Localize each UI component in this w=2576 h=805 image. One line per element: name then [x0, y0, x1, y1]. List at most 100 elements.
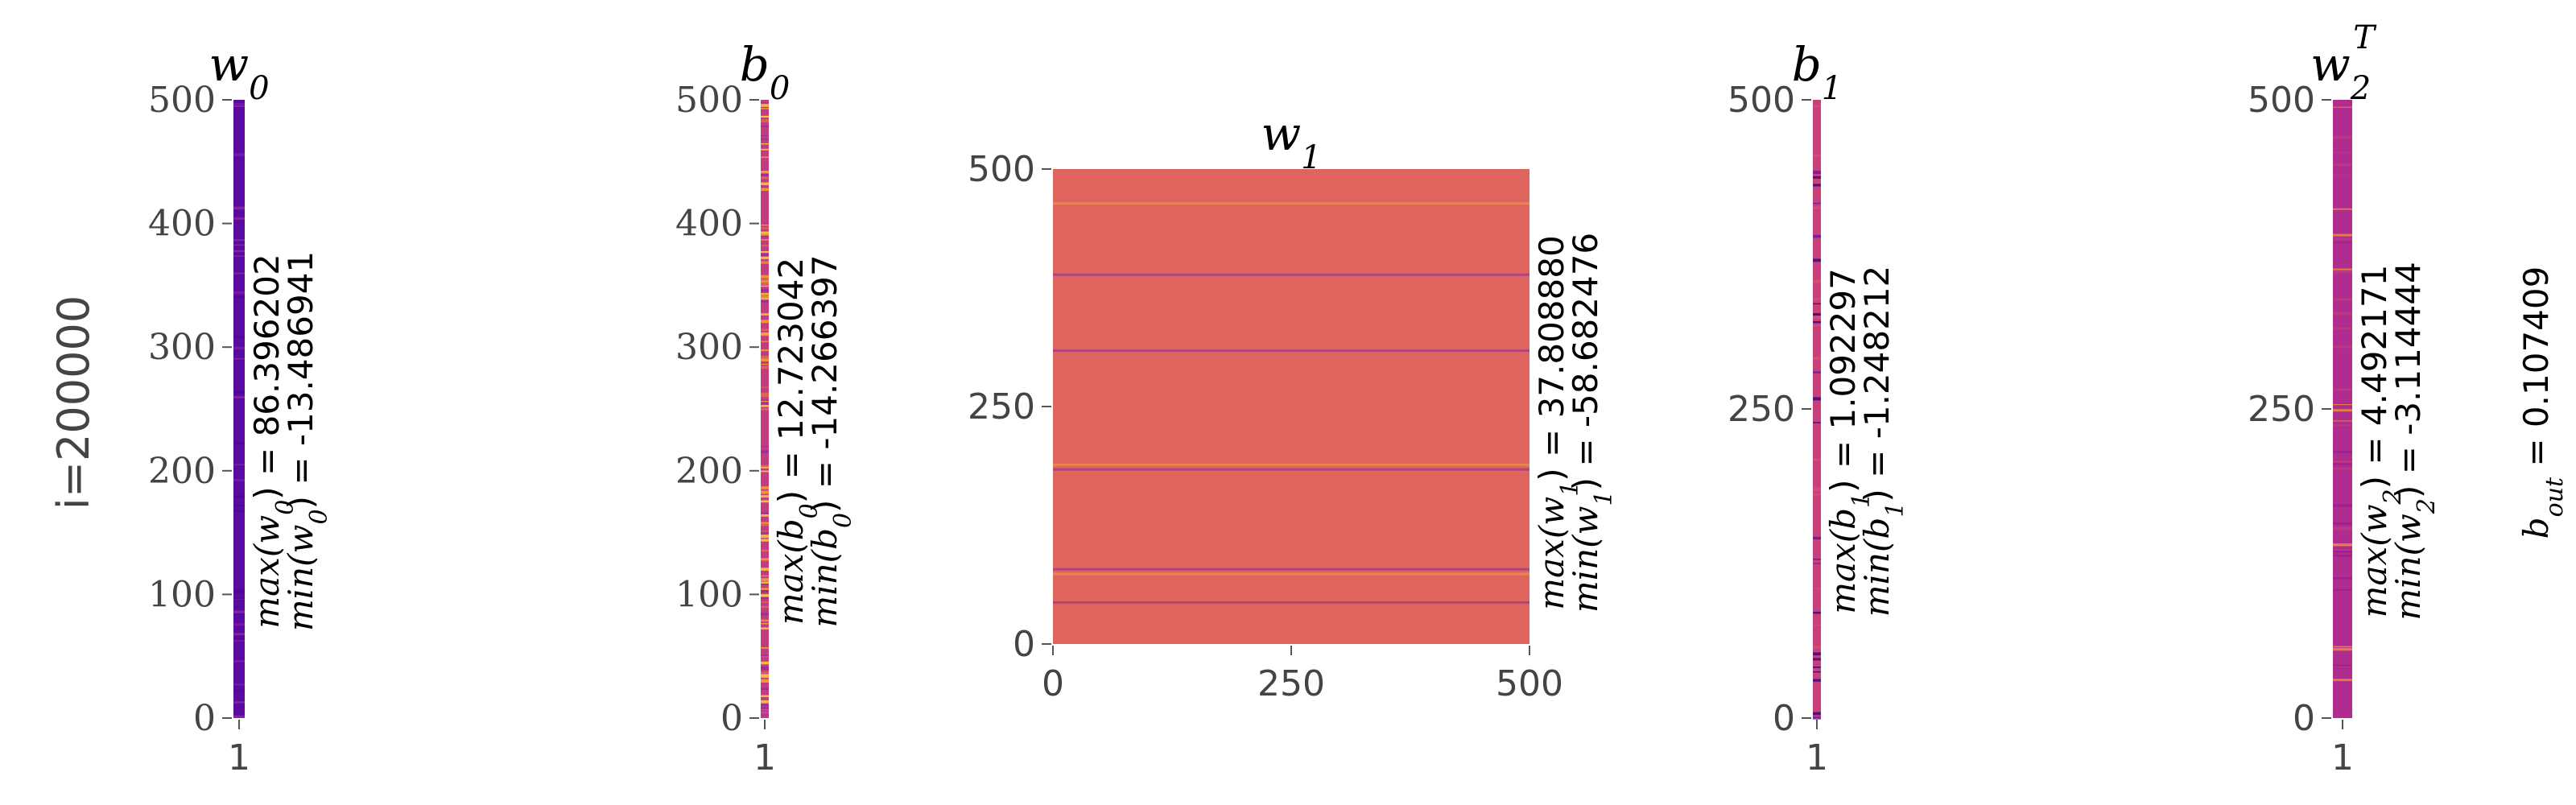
heatmap-stripe — [761, 514, 769, 517]
x-tick-label: 1 — [2331, 737, 2354, 778]
heatmap-stripe — [761, 445, 769, 448]
heatmap-stripe — [761, 619, 769, 621]
panel-title: w1 — [1261, 106, 1321, 176]
heatmap-stripe — [761, 320, 769, 324]
heatmap-stripe — [233, 701, 245, 704]
heatmap-stripe — [2333, 327, 2352, 330]
max-annotation: max(w2) = 4.492171 — [2355, 265, 2407, 618]
heatmap-stripe — [2333, 543, 2352, 547]
heatmap-stripe — [2333, 388, 2352, 391]
heatmap-stripe — [233, 396, 245, 398]
heatmap-stripe — [1053, 568, 1530, 571]
bout-label: b — [2516, 517, 2556, 539]
bout-annotation: bout = 0.107409 — [2516, 266, 2569, 539]
heatmap-w1 — [1053, 169, 1530, 644]
x-tick-label: 250 — [1257, 663, 1325, 704]
heatmap-stripe — [233, 715, 245, 718]
annot-sub: 0 — [829, 513, 857, 528]
heatmap-stripe — [1813, 666, 1821, 668]
heatmap-stripe — [233, 597, 245, 600]
heatmap-stripe — [2333, 345, 2352, 349]
heatmap-stripe — [761, 233, 769, 236]
heatmap-stripe — [761, 104, 769, 107]
heatmap-stripe — [761, 661, 769, 665]
heatmap-stripe — [761, 549, 769, 552]
title-main: b — [1792, 37, 1822, 92]
annot-sub: 1 — [1556, 481, 1584, 497]
heatmap-stripe — [761, 539, 769, 542]
annot-sub: 0 — [795, 503, 824, 518]
heatmap-stripe — [2333, 163, 2352, 166]
heatmap-stripe — [761, 156, 769, 159]
heatmap-stripe — [761, 394, 769, 397]
heatmap-stripe — [1813, 397, 1821, 401]
heatmap-stripes-w2t — [2333, 106, 2352, 681]
heatmap-stripe — [761, 700, 769, 703]
heatmap-stripe — [761, 675, 769, 678]
heatmap-stripe — [1813, 105, 1821, 108]
heatmap-stripes-w1 — [1053, 202, 1530, 604]
heatmap-stripe — [761, 703, 769, 704]
heatmap-stripe — [233, 336, 245, 338]
heatmap-stripe — [2333, 208, 2352, 210]
annot-value: ) = -3.114444 — [2388, 262, 2428, 498]
heatmap-stripe — [761, 531, 769, 535]
annot-sub: 2 — [2413, 498, 2441, 514]
max-annotation: max(b1) = 1.092297 — [1823, 268, 1876, 614]
heatmap-stripe — [761, 671, 769, 674]
x-tick-label: 1 — [228, 737, 250, 778]
heatmap-stripe — [761, 349, 769, 352]
y-tick-label: 500 — [148, 80, 216, 121]
heatmap-stripe — [233, 272, 245, 275]
panel-title: b0 — [740, 37, 791, 107]
y-tick-label: 100 — [675, 574, 743, 615]
annot-value: ) = 37.808880 — [1532, 235, 1571, 481]
heatmap-stripe — [1813, 202, 1821, 204]
heatmap-stripes-b0 — [761, 102, 769, 716]
heatmap-stripe — [761, 231, 769, 234]
heatmap-stripe — [761, 627, 769, 630]
heatmap-stripe — [761, 695, 769, 697]
heatmap-stripe — [761, 450, 769, 453]
heatmap-stripe — [233, 153, 245, 157]
annot-func: min(w — [2388, 514, 2428, 621]
annot-func: max(b — [771, 518, 811, 625]
annot-sub: 1 — [1590, 490, 1618, 506]
heatmap-stripe — [2333, 298, 2352, 301]
heatmap-stripe — [761, 172, 769, 175]
heatmap-stripe — [761, 597, 769, 599]
heatmap-stripe — [761, 568, 769, 571]
y-tick-label: 400 — [675, 204, 743, 245]
min-annotation: min(b0) = -14.266397 — [805, 254, 857, 627]
heatmap-stripe — [761, 620, 769, 621]
heatmap-stripe — [233, 239, 245, 242]
y-tick-label: 0 — [1013, 624, 1035, 665]
heatmap-stripe — [1813, 155, 1821, 157]
heatmap-stripe — [2333, 233, 2352, 237]
heatmap-stripe — [2333, 679, 2352, 681]
heatmap-stripe — [761, 706, 769, 710]
annot-func: min(w — [281, 524, 320, 631]
heatmap-stripe — [761, 601, 769, 603]
heatmap-stripe — [761, 712, 769, 716]
heatmap-stripe — [761, 289, 769, 292]
heatmap-stripe — [761, 355, 769, 359]
title-main: w — [208, 37, 249, 92]
heatmap-stripe — [233, 244, 245, 246]
heatmap-stripe — [233, 589, 245, 593]
heatmap-stripe — [1813, 658, 1821, 661]
panel-title: w2 T — [2310, 19, 2377, 107]
heatmap-stripe — [761, 464, 769, 468]
heatmap-stripe — [1813, 234, 1821, 238]
heatmap-stripe — [761, 500, 769, 503]
annot-value: ) = -58.682476 — [1566, 233, 1605, 491]
heatmap-stripe — [1813, 303, 1821, 305]
annot-sub: 0 — [305, 509, 333, 524]
heatmap-stripe — [761, 589, 769, 593]
heatmap-stripe — [1813, 563, 1821, 564]
heatmap-stripe — [233, 442, 245, 444]
heatmap-stripe — [233, 296, 245, 299]
heatmap-stripe — [1813, 316, 1821, 319]
